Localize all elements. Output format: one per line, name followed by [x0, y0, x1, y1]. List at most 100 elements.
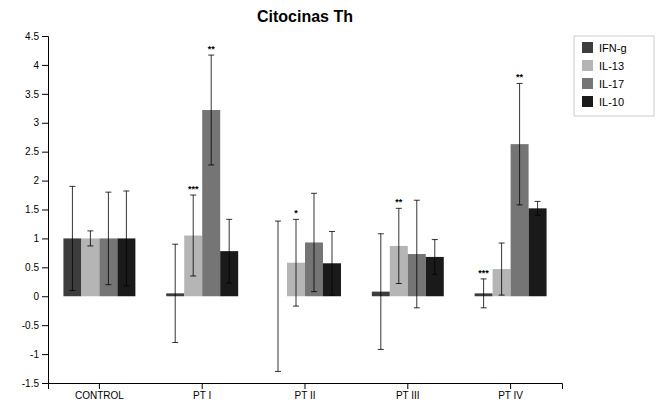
- y-tick-label: 2: [33, 175, 39, 186]
- y-tick-label: 0: [33, 291, 39, 302]
- legend-swatch: [582, 60, 593, 71]
- y-tick-mark: [42, 267, 48, 268]
- y-tick: 3: [33, 117, 48, 128]
- y-tick-label: 4: [33, 60, 39, 71]
- legend-label: IFN-g: [599, 42, 627, 54]
- significance-label: **: [395, 197, 403, 207]
- x-tick-label: PT I: [193, 390, 211, 401]
- bar: [81, 238, 99, 296]
- chart: -1.5 -1 -0.5 0 0.5 1 1.5 2 2.5 3 3.5 4 4.5 CONTROL PT …: [0, 0, 662, 413]
- legend-label: IL-13: [599, 60, 624, 72]
- x-tick-mark: [510, 383, 511, 389]
- y-tick: 3.5: [25, 89, 48, 100]
- legend-frame: [574, 36, 654, 116]
- y-tick: 0.5: [25, 262, 48, 273]
- legend-item: IFN-g: [582, 42, 627, 54]
- y-tick-label: 1: [33, 233, 39, 244]
- y-tick-label: -1.5: [22, 378, 40, 389]
- legend-item: IL-13: [582, 60, 624, 72]
- significance-label: *: [294, 208, 298, 218]
- y-tick-label: 2.5: [25, 146, 39, 157]
- error-bar: [69, 186, 75, 290]
- legend-label: IL-17: [599, 78, 624, 90]
- x-tick: PT II: [295, 383, 316, 401]
- significance-label: **: [516, 72, 524, 82]
- title: Citocinas Th: [257, 8, 353, 25]
- y-tick-label: 0.5: [25, 262, 39, 273]
- y-tick-label: 4.5: [25, 31, 39, 42]
- y-tick: 4.5: [25, 31, 48, 42]
- error-bar: [275, 221, 281, 371]
- y-tick-mark: [42, 94, 48, 95]
- error-bar: [208, 55, 214, 165]
- y-tick: 1: [33, 233, 48, 244]
- y-axis-line: [42, 37, 49, 384]
- y-tick: 1.5: [25, 204, 48, 215]
- legend-swatch: [582, 78, 593, 89]
- x-tick-mark: [407, 383, 408, 389]
- error-bar: [378, 234, 384, 350]
- y-tick: 0: [33, 291, 48, 302]
- legend-item: IL-10: [582, 96, 624, 108]
- x-tick: PT I: [193, 383, 211, 401]
- plot-area: [63, 55, 546, 371]
- y-tick-label: 3.5: [25, 89, 39, 100]
- significance-label: **: [208, 44, 216, 54]
- legend: IFN-g IL-13 IL-17 IL-10: [574, 36, 654, 116]
- y-tick-mark: [42, 238, 48, 239]
- error-bar: [517, 83, 523, 204]
- x-tick: PT III: [396, 383, 420, 401]
- y-tick-mark: [42, 65, 48, 66]
- x-axis-line: [49, 384, 563, 390]
- x-tick: CONTROL: [75, 383, 124, 401]
- y-tick: 2: [33, 175, 48, 186]
- y-tick: -0.5: [22, 320, 48, 331]
- y-tick-mark: [42, 152, 48, 153]
- error-bar: [329, 231, 335, 295]
- y-tick-label: 1.5: [25, 204, 39, 215]
- x-tick-mark: [305, 383, 306, 389]
- error-bar: [123, 191, 129, 286]
- y-tick-mark: [42, 36, 48, 37]
- error-bar: [535, 201, 541, 215]
- x-tick-label: CONTROL: [75, 390, 124, 401]
- error-bar: [172, 244, 178, 342]
- y-tick-mark: [42, 181, 48, 182]
- x-tick-label: PT II: [295, 390, 316, 401]
- y-tick-mark: [42, 383, 48, 384]
- x-tick-mark: [202, 383, 203, 389]
- error-bar: [414, 200, 420, 308]
- error-bar: [226, 219, 232, 283]
- y-tick-mark: [42, 296, 48, 297]
- bar: [529, 208, 547, 296]
- y-tick-mark: [42, 123, 48, 124]
- y-axis: -1.5 -1 -0.5 0 0.5 1 1.5 2 2.5 3 3.5 4 4.5: [22, 31, 49, 389]
- legend-label: IL-10: [599, 96, 624, 108]
- y-tick: 4: [33, 60, 48, 71]
- y-tick: -1.5: [22, 378, 48, 389]
- legend-item: IL-17: [582, 78, 624, 90]
- y-tick-label: 3: [33, 117, 39, 128]
- error-bar: [105, 192, 111, 285]
- error-bar: [481, 279, 487, 308]
- error-bar: [293, 219, 299, 306]
- significance-label: ***: [478, 268, 489, 278]
- y-tick: 2.5: [25, 146, 48, 157]
- y-tick-mark: [42, 210, 48, 211]
- x-tick-label: PT IV: [498, 390, 523, 401]
- error-bar: [190, 195, 196, 276]
- error-bar: [432, 240, 438, 275]
- y-tick: -1: [30, 349, 48, 360]
- y-tick-mark: [42, 354, 48, 355]
- legend-swatch: [582, 42, 593, 53]
- y-tick-label: -1: [30, 349, 39, 360]
- x-tick: PT IV: [498, 383, 523, 401]
- x-tick-label: PT III: [396, 390, 420, 401]
- significance-labels: *************: [188, 44, 524, 278]
- x-axis: CONTROL PT I PT II PT III PT IV: [49, 383, 563, 401]
- x-tick-mark: [99, 383, 100, 389]
- error-bar: [499, 243, 505, 295]
- y-tick-label: -0.5: [22, 320, 40, 331]
- error-bar: [87, 231, 93, 246]
- y-tick-mark: [42, 325, 48, 326]
